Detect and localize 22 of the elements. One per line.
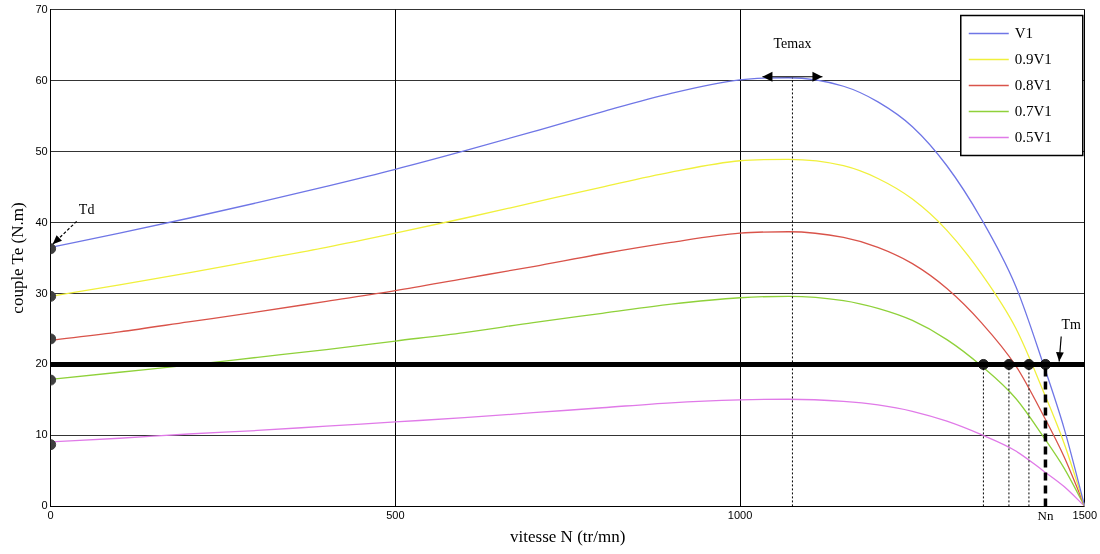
y-tick-label: 0 bbox=[41, 499, 48, 512]
ref-line-label: Nn bbox=[1037, 508, 1054, 524]
x-tick-label: 1500 bbox=[1072, 509, 1098, 522]
legend-label: V1 bbox=[1014, 24, 1034, 41]
legend-label: 0.8V1 bbox=[1014, 76, 1052, 93]
legend-label: 0.9V1 bbox=[1014, 50, 1052, 67]
annotation: Tm bbox=[1061, 317, 1082, 333]
x-tick-label: 1000 bbox=[727, 509, 753, 522]
y-tick-label: 40 bbox=[35, 215, 48, 228]
y-tick-label: 30 bbox=[35, 286, 48, 299]
y-tick-label: 70 bbox=[35, 2, 48, 15]
x-axis-title: vitesse N (tr/mn) bbox=[510, 527, 626, 547]
annotation: Temax bbox=[773, 36, 812, 52]
y-axis-title: couple Te (N.m) bbox=[7, 202, 27, 314]
y-tick-label: 60 bbox=[35, 73, 48, 86]
y-tick-label: 20 bbox=[35, 357, 48, 370]
annotation: Td bbox=[78, 202, 95, 218]
y-tick-label: 50 bbox=[35, 144, 48, 157]
x-tick-label: 500 bbox=[386, 509, 405, 522]
y-tick-label: 10 bbox=[35, 428, 48, 441]
legend-label: 0.5V1 bbox=[1014, 128, 1052, 145]
legend-label: 0.7V1 bbox=[1014, 102, 1052, 119]
